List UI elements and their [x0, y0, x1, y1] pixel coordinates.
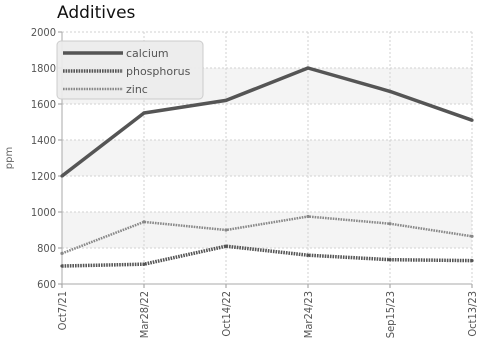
series-line-phosphorus — [61, 244, 473, 268]
data-point — [142, 220, 146, 224]
data-point — [388, 258, 392, 262]
y-tick-labels: 600 800 1000 1200 1400 1600 1800 2000 — [31, 26, 56, 291]
series-phosphorus — [60, 244, 474, 268]
series-zinc — [60, 214, 474, 255]
y-tick-label: 2000 — [31, 26, 56, 39]
data-point — [306, 214, 310, 219]
series-line-zinc — [61, 215, 473, 255]
legend-label-phosphorus: phosphorus — [126, 65, 191, 78]
series-lines — [60, 66, 474, 268]
data-point — [224, 228, 228, 232]
data-point — [60, 264, 64, 268]
x-tick-label: Mar28/22 — [138, 291, 151, 338]
legend-label-calcium: calcium — [126, 47, 169, 60]
x-tick-labels: Oct7/21 Mar28/22 Oct14/22 Mar24/23 Sep15/23 O… — [56, 291, 479, 338]
data-point — [306, 66, 310, 70]
data-point — [224, 244, 228, 248]
x-tick-label: Oct7/21 — [56, 291, 69, 330]
series-line-calcium — [60, 66, 473, 178]
data-point — [388, 222, 392, 226]
data-point — [224, 98, 228, 102]
data-point — [306, 253, 310, 257]
x-tick-label: Oct14/22 — [220, 291, 233, 337]
data-point — [142, 111, 146, 115]
x-tick-label: Oct13/23 — [466, 291, 479, 337]
grid-band — [62, 140, 472, 176]
data-point — [388, 89, 392, 93]
y-tick-label: 600 — [37, 278, 56, 291]
legend-box — [56, 40, 204, 100]
y-tick-label: 1400 — [31, 134, 56, 147]
y-tick-label: 800 — [37, 242, 56, 255]
data-point — [60, 174, 64, 178]
data-point — [470, 118, 474, 122]
legend: calcium phosphorus zinc — [56, 40, 204, 100]
y-tick-label: 1800 — [31, 62, 56, 75]
chart-title: Additives — [57, 3, 136, 23]
x-tick-label: Mar24/23 — [302, 291, 315, 338]
data-point — [470, 259, 474, 263]
data-point — [470, 234, 474, 238]
grid-band — [62, 212, 472, 248]
data-point — [60, 251, 64, 255]
x-tick-label: Sep15/23 — [384, 291, 397, 338]
series-calcium — [60, 66, 474, 178]
y-axis-label: ppm — [4, 147, 15, 169]
data-point — [142, 262, 146, 266]
y-tick-label: 1600 — [31, 98, 56, 111]
y-tick-label: 1000 — [31, 206, 56, 219]
legend-label-zinc: zinc — [126, 83, 148, 96]
y-tick-label: 1200 — [31, 170, 56, 183]
